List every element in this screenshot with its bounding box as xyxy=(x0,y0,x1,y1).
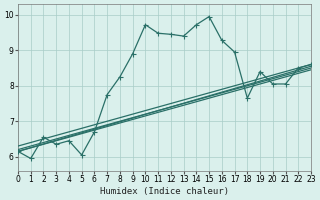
X-axis label: Humidex (Indice chaleur): Humidex (Indice chaleur) xyxy=(100,187,229,196)
